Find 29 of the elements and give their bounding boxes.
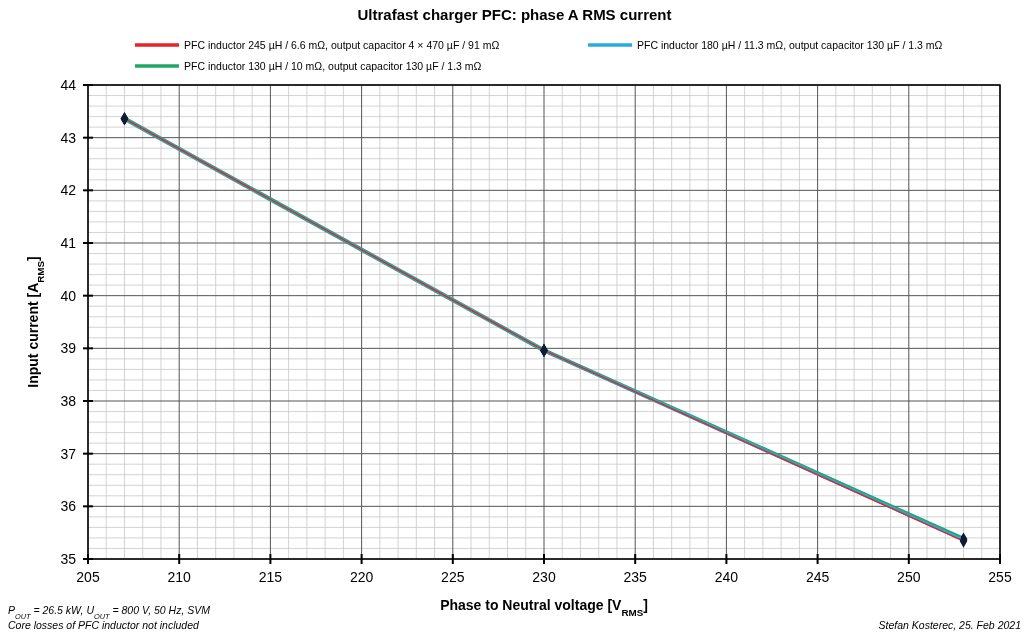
x-tick-label: 230 — [532, 569, 556, 585]
y-tick-label: 40 — [60, 287, 77, 304]
y-tick-label: 41 — [60, 235, 77, 251]
y-tick-label: 43 — [60, 129, 77, 146]
x-tick-label: 235 — [623, 569, 648, 585]
text: Core losses of PFC inductor not included — [8, 619, 201, 631]
y-tick-label: 39 — [60, 340, 77, 357]
x-tick-label: 240 — [714, 569, 739, 585]
x-tick-label: 250 — [897, 569, 921, 585]
x-tick-label: 245 — [805, 569, 830, 585]
y-tick-label: 35 — [60, 551, 77, 567]
y-tick-label: 38 — [60, 393, 77, 409]
x-tick-label: 215 — [258, 569, 283, 585]
x-tick-label: 220 — [349, 569, 374, 585]
x-tick-label: 210 — [167, 569, 192, 585]
y-tick-label: 37 — [60, 445, 77, 462]
legend-label: PFC inductor 245 µH / 6.6 mΩ, output capacitor 4 × 470 µF / 91 mΩ — [184, 39, 500, 51]
y-tick-label: 44 — [60, 77, 77, 93]
text: Stefan Kosterec, 25. Feb 2021 — [878, 619, 1021, 631]
x-tick-label: 225 — [441, 569, 465, 585]
x-tick-label: 255 — [988, 569, 1012, 585]
x-tick-label: 205 — [76, 569, 100, 585]
y-tick-label: 36 — [60, 498, 77, 515]
text: P$_{OUT}$ = 26.5 kW, U$_{OUT}$ = 800 V, 50 Hz, SVM — [8, 604, 211, 621]
y-tick-label: 42 — [60, 182, 77, 199]
legend-label: PFC inductor 180 µH / 11.3 mΩ, output capacitor 130 µF / 1.3 mΩ — [637, 39, 943, 51]
x-axis-title: Phase to Neutral voltage [V$_{RMS}$] — [440, 597, 648, 618]
legend-label: PFC inductor 130 µH / 10 mΩ, output capacitor 130 µF / 1.3 mΩ — [184, 60, 482, 72]
chart-title: Ultrafast charger PFC: phase A RMS current — [357, 6, 672, 23]
